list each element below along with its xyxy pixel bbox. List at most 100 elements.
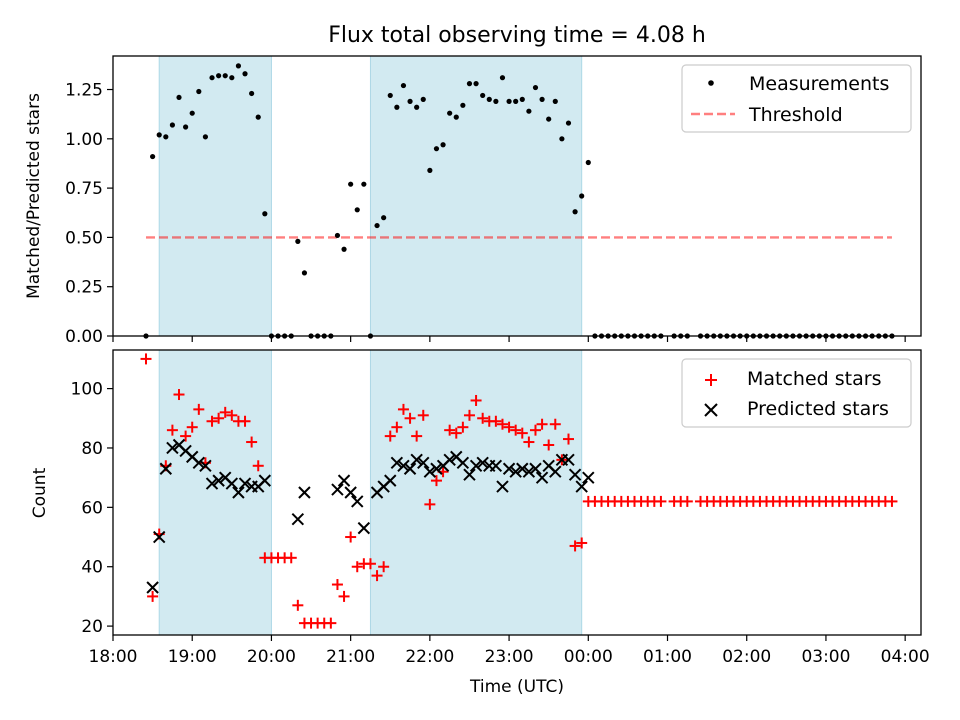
predicted-marker [212, 474, 225, 487]
matched-marker [397, 403, 409, 415]
measurement-point [585, 159, 591, 166]
matched-marker [490, 415, 502, 427]
matched-marker [523, 436, 535, 448]
measurement-point [519, 96, 525, 102]
legend-matched-marker [705, 374, 717, 386]
measurement-point [493, 98, 499, 104]
measurement-point [163, 134, 169, 140]
matched-marker [239, 415, 251, 427]
measurement-point [242, 71, 248, 77]
matched-marker [516, 427, 528, 439]
top-ytick-label: 0.00 [65, 327, 103, 347]
matched-marker [173, 389, 185, 401]
measurement-point [394, 104, 400, 110]
measurement-point [255, 114, 261, 120]
measurement-point [526, 108, 532, 114]
predicted-marker [357, 521, 371, 535]
bottom-xtick-label: 22:00 [405, 647, 454, 667]
measurement-point [301, 270, 308, 276]
matched-marker [147, 590, 159, 602]
measurement-point [209, 75, 215, 81]
matched-marker [193, 403, 205, 415]
bottom-ytick-label: 20 [81, 617, 103, 637]
top-ytick-label: 1.25 [65, 81, 103, 101]
measurement-point [486, 96, 492, 102]
predicted-marker [225, 477, 239, 490]
matched-marker [411, 430, 423, 442]
shaded-region-bottom-1 [369, 349, 583, 636]
shaded-region-bottom-0 [158, 349, 272, 636]
measurement-point [407, 98, 413, 104]
predicted-marker [469, 459, 483, 472]
measurement-point [460, 102, 466, 108]
top-axes-frame [112, 55, 922, 337]
matched-marker [886, 495, 898, 507]
matched-marker [477, 412, 489, 424]
matched-marker [213, 412, 225, 424]
measurement-point [552, 98, 558, 104]
matched-marker [681, 495, 693, 507]
legend-threshold-label: Threshold [748, 104, 843, 126]
measurement-point [546, 116, 552, 122]
measurement-point [374, 222, 380, 229]
top-panel: 0.00 0.25 0.50 0.75 1.00 1.25 Matched/Predict… [24, 55, 922, 347]
bottom-ytick-label: 80 [81, 439, 103, 459]
predicted-marker [146, 581, 159, 594]
measurement-point [222, 73, 228, 79]
predicted-marker [568, 468, 582, 481]
bottom-xtick-label: 19:00 [168, 647, 217, 667]
matched-marker [562, 433, 574, 445]
bottom-xtick-label: 23:00 [485, 647, 534, 667]
predicted-marker [298, 486, 311, 499]
measurement-point [532, 84, 539, 91]
measurement-point [447, 110, 453, 116]
predicted-marker [582, 471, 595, 484]
bottom-xtick-label: 04:00 [881, 647, 930, 667]
predicted-marker [502, 462, 516, 475]
predicted-marker [562, 453, 575, 467]
matched-marker [186, 421, 198, 433]
chart-title: Flux total observing time = 4.08 h [328, 23, 706, 48]
predicted-marker [238, 477, 252, 490]
matched-marker [424, 498, 436, 510]
measurement-point [189, 110, 195, 116]
measurement-point [216, 73, 222, 79]
x-axis-label: Time (UTC) [469, 677, 564, 697]
matched-marker [292, 599, 304, 611]
measurement-point [414, 104, 420, 110]
matched-marker [338, 590, 350, 602]
matched-marker [391, 421, 403, 433]
measurement-point [453, 114, 459, 120]
predicted-marker [397, 459, 410, 472]
predicted-marker [549, 465, 562, 478]
predicted-marker [430, 462, 443, 475]
predicted-marker [410, 453, 423, 467]
matched-marker [450, 427, 462, 439]
bottom-ticks: 20 40 60 80 100 18:00 19:00 20:00 21:00 22:00 23:0… [71, 380, 930, 667]
legend-measurements-label: Measurements [749, 73, 889, 95]
predicted-marker [522, 465, 536, 478]
bottom-xtick-label: 21:00 [326, 647, 375, 667]
bottom-axes-frame [112, 349, 922, 636]
predicted-marker [575, 480, 588, 493]
matched-marker [576, 537, 588, 549]
measurement-point [249, 90, 255, 97]
matched-marker [417, 409, 429, 421]
measurement-point [572, 209, 578, 215]
predicted-marker [153, 530, 166, 544]
measurement-point [176, 94, 182, 101]
matched-marker [430, 475, 442, 487]
predicted-marker [496, 480, 509, 493]
top-ticks: 0.00 0.25 0.50 0.75 1.00 1.25 [65, 81, 906, 347]
matched-marker [364, 558, 376, 570]
matched-marker [404, 412, 416, 424]
measurement-point [169, 122, 176, 128]
top-legend: Measurements Threshold [681, 64, 912, 133]
measurement-point [348, 181, 354, 187]
shaded-region-top-0 [158, 55, 272, 337]
predicted-marker [351, 495, 364, 508]
bottom-panel: 20 40 60 80 100 18:00 19:00 20:00 21:00 22:00 23:0… [30, 349, 930, 697]
top-ytick-label: 0.25 [65, 278, 103, 298]
predicted-marker [384, 474, 397, 487]
matched-marker [503, 421, 515, 433]
